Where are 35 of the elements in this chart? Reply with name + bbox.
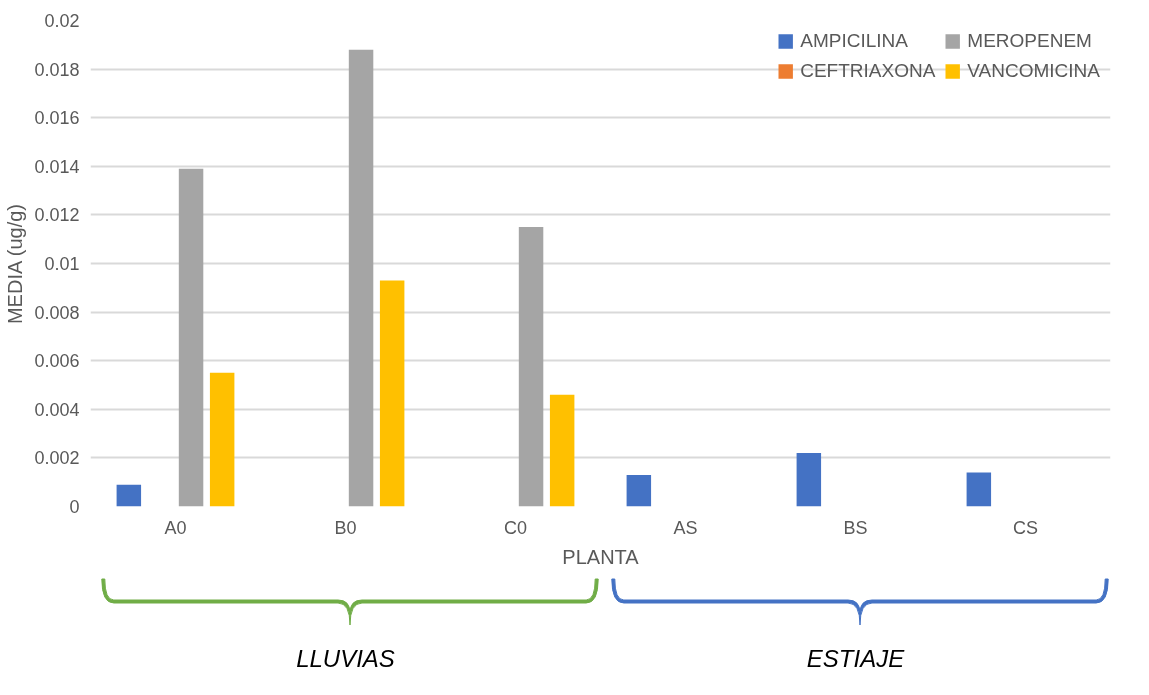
x-tick-label: BS xyxy=(843,517,868,538)
bar xyxy=(116,484,142,507)
y-tick-label: 0 xyxy=(69,497,80,517)
y-tick-label: 0.004 xyxy=(34,399,80,420)
x-tick-label: C0 xyxy=(504,517,528,538)
y-tick-label: 0.012 xyxy=(34,205,80,226)
legend-label: AMPICILINA xyxy=(800,30,908,52)
y-tick-label: 0.006 xyxy=(34,351,80,372)
y-tick-label: 0.02 xyxy=(44,11,80,31)
bar xyxy=(348,49,374,507)
y-axis-title: MEDIA (ug/g) xyxy=(4,204,27,325)
y-tick-label: 0.016 xyxy=(34,108,80,129)
text: ESTIAJE xyxy=(806,644,906,672)
y-tick-label: 0.008 xyxy=(34,302,80,323)
text: LLUVIAS xyxy=(296,644,395,672)
x-tick-label: B0 xyxy=(334,517,357,538)
x-axis-title: PLANTA xyxy=(562,545,640,568)
bar xyxy=(209,372,235,507)
y-tick-label: 0.014 xyxy=(34,156,80,177)
bar xyxy=(518,227,544,507)
legend-label: CEFTRIAXONA xyxy=(800,60,936,82)
legend-label: VANCOMICINA xyxy=(967,60,1100,82)
y-tick-label: 0.002 xyxy=(34,448,80,469)
bar xyxy=(549,394,575,507)
bar xyxy=(379,280,405,507)
bar xyxy=(626,474,652,507)
x-tick-label: AS xyxy=(673,517,698,538)
bar xyxy=(178,168,204,507)
legend-label: MEROPENEM xyxy=(967,30,1092,52)
y-tick-label: 0.01 xyxy=(44,254,80,274)
bar xyxy=(796,453,822,507)
x-tick-label: CS xyxy=(1013,517,1039,538)
y-tick-label: 0.018 xyxy=(34,59,80,80)
bar xyxy=(966,472,992,507)
x-tick-label: A0 xyxy=(164,517,187,538)
